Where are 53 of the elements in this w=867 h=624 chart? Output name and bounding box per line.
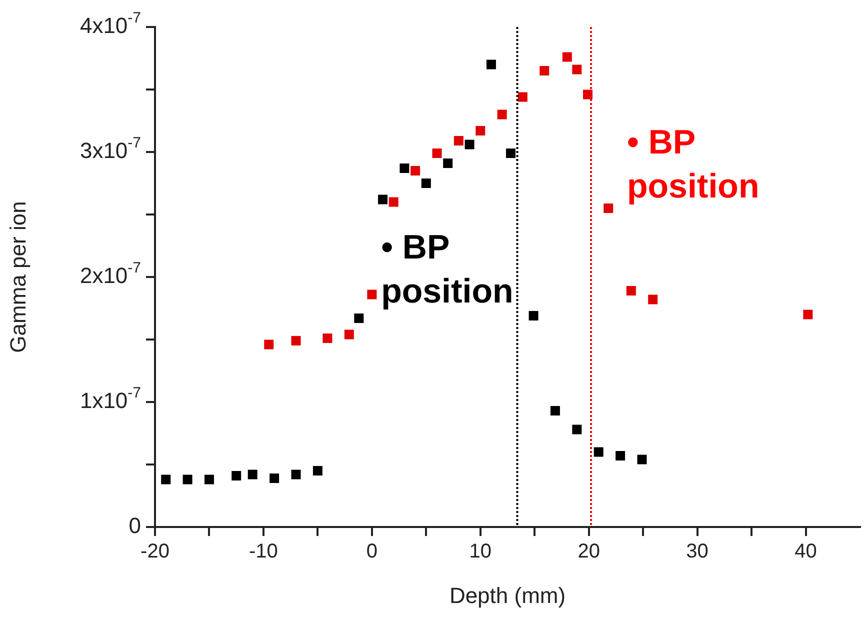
point xyxy=(378,194,388,204)
point xyxy=(454,136,464,146)
point xyxy=(367,290,377,300)
point xyxy=(344,330,354,340)
point xyxy=(648,294,658,304)
x-tick-label: 30 xyxy=(686,540,708,563)
point xyxy=(432,148,442,158)
point xyxy=(264,340,274,350)
point xyxy=(604,204,614,213)
x-tick-label: 10 xyxy=(469,540,492,563)
point xyxy=(594,447,604,457)
point xyxy=(528,311,538,320)
point xyxy=(540,66,550,76)
point xyxy=(572,424,582,434)
point xyxy=(291,336,301,346)
point xyxy=(518,92,528,102)
x-tick-label: 40 xyxy=(794,540,817,563)
point xyxy=(204,474,214,484)
point xyxy=(506,148,516,158)
point xyxy=(291,470,301,480)
y-tick-label: 0 xyxy=(128,513,142,538)
point xyxy=(248,470,258,480)
point xyxy=(410,166,420,176)
point xyxy=(486,60,496,70)
ref-line-label: • BP position xyxy=(627,123,760,206)
ref-line-label: • BP position xyxy=(381,228,514,310)
x-axis-title: Depth (mm) xyxy=(449,582,566,608)
point xyxy=(476,126,486,136)
point xyxy=(322,334,332,343)
point xyxy=(550,406,560,416)
point xyxy=(443,158,453,168)
point xyxy=(312,466,322,476)
point xyxy=(637,454,647,464)
point xyxy=(421,178,431,188)
point xyxy=(354,314,364,323)
x-tick-label: 0 xyxy=(366,540,378,563)
point xyxy=(616,451,626,460)
point xyxy=(270,474,280,483)
point xyxy=(497,110,507,120)
point xyxy=(388,197,398,207)
point xyxy=(182,474,192,484)
x-tick-label: 20 xyxy=(578,540,600,563)
point xyxy=(400,164,410,173)
point xyxy=(161,474,171,484)
point xyxy=(572,64,582,74)
point xyxy=(232,471,242,480)
point xyxy=(803,310,813,320)
x-tick-label: -20 xyxy=(140,540,170,563)
y-axis-title: Gamma per ion xyxy=(5,201,30,353)
x-tick-label: -10 xyxy=(249,540,278,563)
point xyxy=(626,286,636,296)
point xyxy=(464,140,474,150)
point xyxy=(562,52,572,62)
